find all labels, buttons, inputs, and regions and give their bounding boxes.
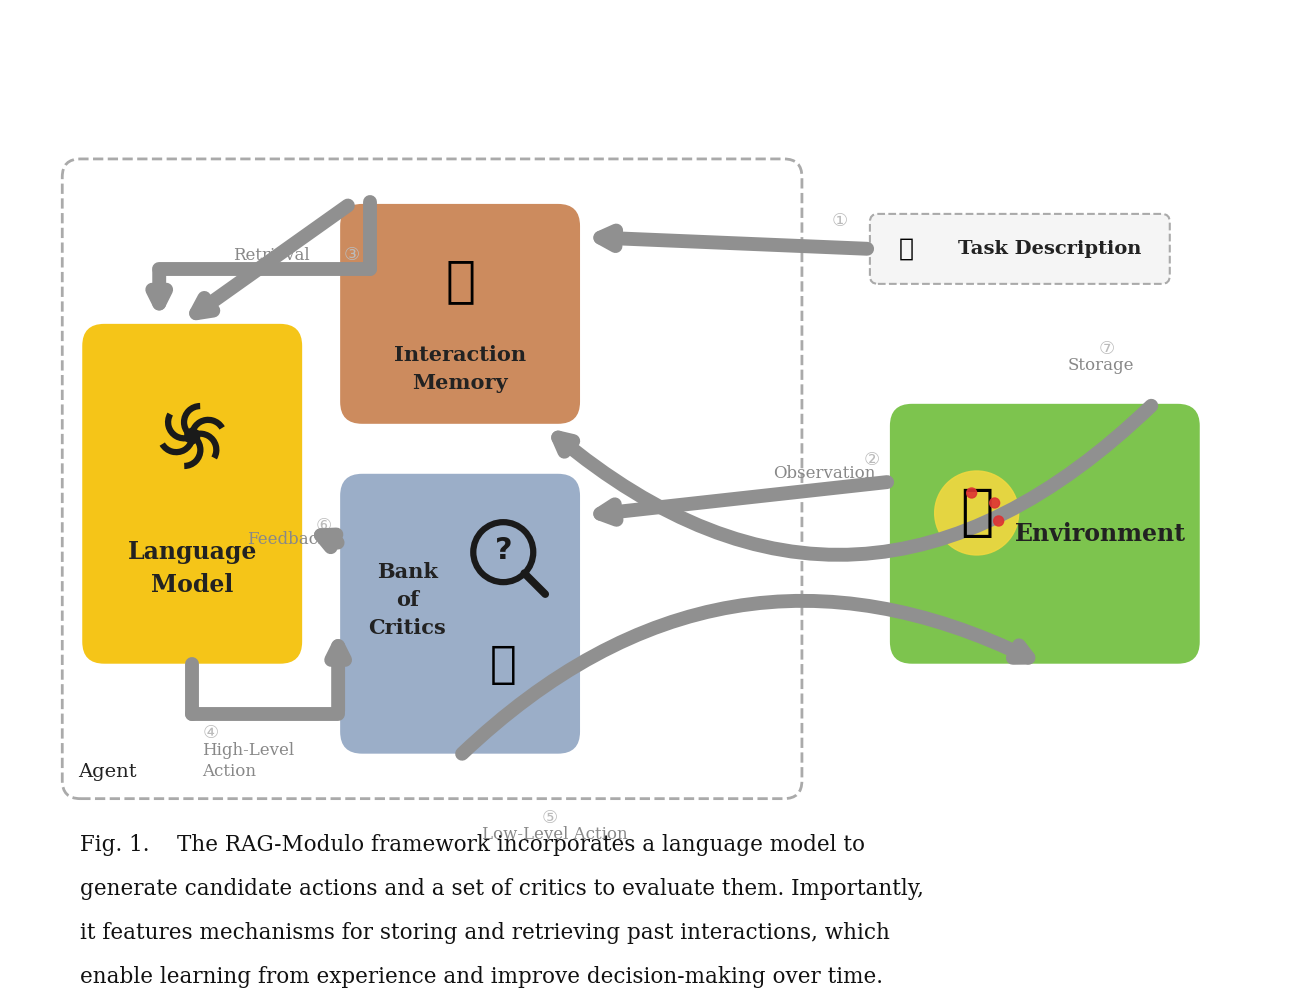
Text: Bank
of
Critics: Bank of Critics: [369, 562, 446, 638]
Text: enable learning from experience and improve decision-making over time.: enable learning from experience and impr…: [80, 965, 883, 988]
Text: ⑥: ⑥: [316, 517, 332, 535]
Text: Feedback: Feedback: [247, 531, 328, 549]
FancyBboxPatch shape: [83, 324, 302, 664]
Text: 🤖: 🤖: [489, 642, 517, 686]
Text: ③: ③: [344, 246, 359, 263]
Text: Task Description: Task Description: [958, 240, 1141, 257]
FancyBboxPatch shape: [340, 474, 580, 753]
Text: generate candidate actions and a set of critics to evaluate them. Importantly,: generate candidate actions and a set of …: [80, 878, 924, 900]
Text: Fig. 1.    The RAG-Modulo framework incorporates a language model to: Fig. 1. The RAG-Modulo framework incorpo…: [80, 834, 865, 856]
FancyBboxPatch shape: [870, 214, 1170, 284]
Text: Observation: Observation: [774, 465, 876, 482]
Text: ⑦: ⑦: [1098, 340, 1115, 358]
Circle shape: [993, 516, 1004, 526]
Text: 🌍: 🌍: [960, 486, 993, 540]
FancyBboxPatch shape: [890, 404, 1199, 664]
Text: ④: ④: [202, 724, 218, 742]
Text: Interaction
Memory: Interaction Memory: [394, 345, 526, 393]
Text: ①: ①: [832, 212, 848, 230]
Circle shape: [989, 498, 1000, 508]
Text: Environment: Environment: [1015, 522, 1186, 546]
Text: Storage: Storage: [1068, 357, 1134, 375]
Text: it features mechanisms for storing and retrieving past interactions, which: it features mechanisms for storing and r…: [80, 921, 890, 943]
Text: 👤: 👤: [899, 237, 913, 260]
FancyBboxPatch shape: [340, 204, 580, 423]
Text: 🧠: 🧠: [445, 256, 475, 305]
Circle shape: [967, 488, 976, 498]
Text: High-Level
Action: High-Level Action: [202, 742, 294, 779]
Text: Language
Model: Language Model: [127, 540, 257, 597]
Text: ?: ?: [495, 536, 512, 565]
Text: Low-Level Action: Low-Level Action: [483, 826, 628, 843]
Circle shape: [934, 471, 1018, 555]
Text: Retrieval: Retrieval: [234, 247, 310, 263]
Text: Agent: Agent: [79, 762, 136, 780]
Text: ⑤: ⑤: [542, 809, 558, 827]
Text: ②: ②: [863, 451, 880, 469]
